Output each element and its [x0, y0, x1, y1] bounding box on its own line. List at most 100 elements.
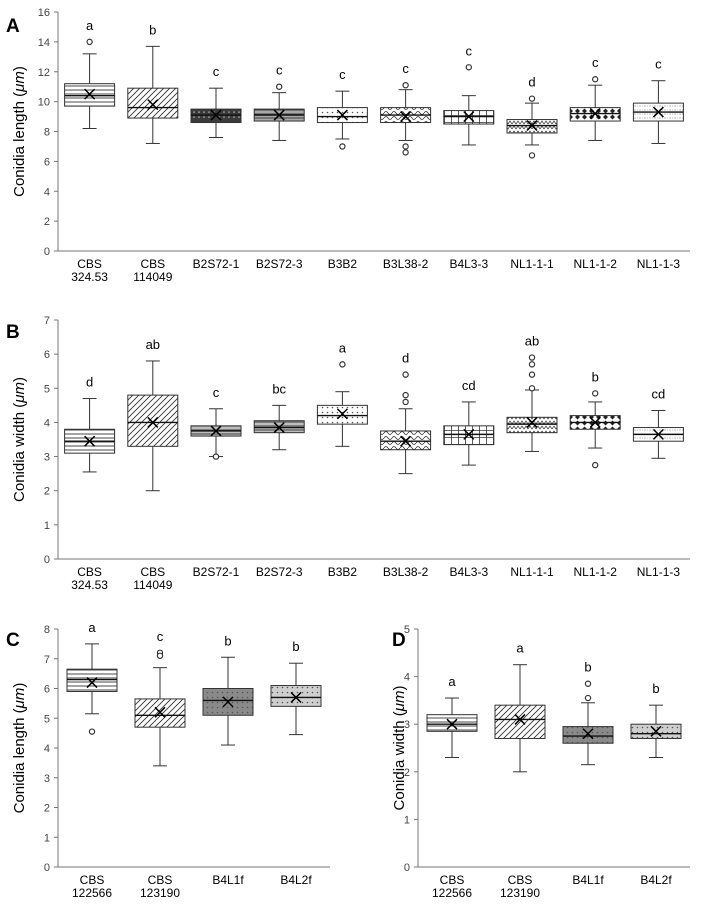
- x-tick-label: NL1-1-1: [510, 565, 554, 579]
- mean-marker: [273, 422, 285, 434]
- box-outline: [426, 714, 478, 732]
- y-tick-label: 14: [38, 37, 50, 49]
- box-4: bc: [253, 381, 305, 451]
- significance-letter: a: [339, 340, 347, 355]
- box-pattern: [271, 685, 321, 707]
- outlier-point: [402, 81, 409, 89]
- box-outline: [190, 108, 242, 124]
- x-tick-label: B2S72-1: [193, 565, 240, 579]
- significance-letter: d: [86, 375, 93, 390]
- x-tick-label: 123190: [500, 886, 540, 900]
- significance-letter: b: [292, 639, 299, 654]
- y-axis-label-unit: μm: [11, 382, 28, 404]
- x-tick-label: CBS: [140, 565, 165, 579]
- y-tick-label: 1: [404, 814, 410, 826]
- y-tick-label: 3: [404, 719, 410, 731]
- box-10: cd: [632, 386, 684, 459]
- mean-marker: [210, 425, 222, 437]
- y-tick-label: 1: [44, 832, 50, 844]
- y-tick-label: 2: [44, 803, 50, 815]
- y-tick-label: 7: [44, 315, 50, 327]
- mean-marker: [84, 435, 96, 447]
- box-9: b: [569, 369, 621, 469]
- box-3: c: [190, 385, 242, 460]
- y-axis-label: Conidia width (μm): [391, 686, 408, 811]
- y-axis-label: Conidia width (μm): [11, 377, 28, 502]
- significance-letter: a: [516, 641, 524, 656]
- box-dot: [198, 111, 200, 113]
- panel-label: C: [6, 630, 20, 651]
- significance-letter: c: [213, 385, 220, 400]
- mean-marker: [84, 88, 96, 100]
- mean-marker: [336, 408, 348, 420]
- mean-marker: [514, 713, 526, 725]
- significance-letter: cd: [652, 386, 666, 401]
- y-axis-label-text: Conidia length (: [11, 92, 28, 197]
- box-dot: [223, 111, 225, 113]
- x-tick-label: B2S72-3: [256, 257, 303, 271]
- significance-letter: a: [448, 674, 456, 689]
- outlier-point: [402, 143, 409, 150]
- x-tick-label: B2S72-1: [193, 257, 240, 271]
- box-3: b: [562, 660, 614, 766]
- box-8: ab: [506, 334, 558, 452]
- box-3: b: [202, 633, 254, 746]
- y-tick-label: 4: [404, 672, 410, 684]
- y-tick-label: 8: [44, 624, 50, 636]
- box-3: c: [190, 64, 242, 138]
- significance-letter: b: [652, 681, 659, 696]
- mean-marker: [446, 718, 458, 730]
- significance-letter: b: [224, 633, 231, 648]
- box-pattern: [127, 88, 178, 119]
- box-outline: [506, 119, 558, 134]
- box-1: a: [66, 620, 118, 735]
- box-outline: [270, 685, 322, 707]
- mean-marker: [273, 109, 285, 121]
- significance-letter: c: [339, 67, 346, 82]
- significance-letter: c: [466, 43, 473, 58]
- mean-marker: [210, 109, 222, 121]
- mean-marker: [589, 416, 601, 428]
- x-tick-label: 122566: [432, 886, 472, 900]
- box-outline: [630, 723, 682, 739]
- y-tick-label: 0: [44, 554, 50, 566]
- y-axis-label-unit: μm: [391, 691, 408, 713]
- box-dot: [203, 116, 205, 118]
- box-outline: [443, 110, 495, 125]
- y-tick-label: 12: [38, 67, 50, 79]
- x-tick-label: CBS: [77, 565, 102, 579]
- x-tick-label: CBS: [77, 257, 102, 271]
- box-dot: [208, 116, 210, 118]
- significance-letter: ab: [146, 337, 160, 352]
- outlier-point: [528, 361, 536, 368]
- box-dot: [193, 116, 195, 118]
- box-1: d: [64, 375, 116, 473]
- outlier-point: [584, 694, 592, 702]
- y-axis-label-unit: μm: [11, 71, 28, 93]
- y-tick-label: 0: [404, 862, 410, 874]
- y-axis-label-unit: μm: [11, 688, 28, 710]
- y-tick-label: 2: [44, 216, 50, 228]
- y-tick-label: 4: [44, 186, 50, 198]
- outlier-point: [402, 149, 409, 156]
- y-tick-label: 8: [44, 127, 50, 139]
- box-pattern: [563, 726, 613, 744]
- box-4: b: [270, 639, 322, 736]
- box-1: a: [426, 674, 478, 759]
- y-axis-label: Conidia length (μm): [11, 683, 28, 814]
- y-tick-label: 6: [44, 349, 50, 361]
- outlier-point: [528, 95, 536, 102]
- box-8: d: [506, 75, 558, 159]
- y-axis-label-close: ): [11, 377, 28, 382]
- x-tick-label: 114049: [133, 578, 172, 592]
- x-tick-label: 324.53: [71, 270, 108, 284]
- box-dot: [238, 116, 240, 118]
- box-pattern: [67, 669, 117, 692]
- y-axis-label-close: ): [11, 683, 28, 688]
- box-pattern: [127, 395, 178, 447]
- mean-marker: [222, 696, 234, 708]
- box-2: c: [134, 629, 186, 767]
- x-tick-label: B4L1f: [212, 873, 244, 887]
- outlier-point: [402, 398, 409, 406]
